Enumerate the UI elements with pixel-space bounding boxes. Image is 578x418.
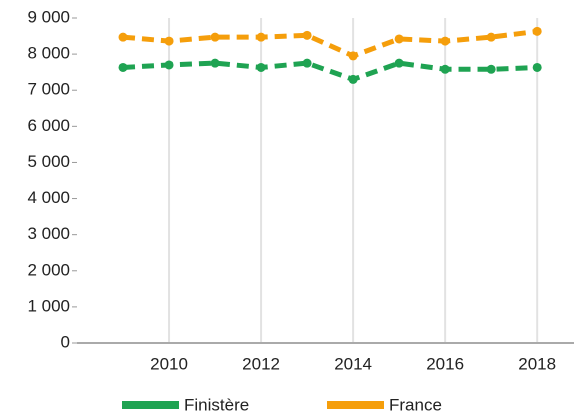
y-tick-label: 8 000: [27, 44, 70, 63]
series-line: [122, 28, 538, 59]
y-tick-label: 3 000: [27, 224, 70, 243]
y-tick-label: 9 000: [27, 7, 70, 26]
x-tick-label: 2010: [150, 354, 188, 373]
point: [256, 62, 266, 72]
legend-label: France: [389, 395, 442, 414]
point: [394, 58, 404, 68]
point: [302, 30, 312, 40]
point: [532, 26, 542, 36]
x-tick-label: 2012: [242, 354, 280, 373]
point: [348, 74, 358, 84]
x-tick-label: 2014: [334, 354, 372, 373]
y-tick-label: 2 000: [27, 260, 70, 279]
y-tick-label: 5 000: [27, 152, 70, 171]
y-tick-label: 1 000: [27, 296, 70, 315]
y-tick-label: 7 000: [27, 80, 70, 99]
legend-label: Finistère: [184, 395, 249, 414]
x-tick-label: 2016: [426, 354, 464, 373]
legend-swatch: [122, 401, 179, 409]
point: [210, 58, 220, 68]
point: [256, 32, 266, 42]
legend-swatch: [327, 401, 384, 409]
point: [486, 64, 496, 74]
point: [348, 51, 358, 61]
point: [302, 58, 312, 68]
y-tick-label: 6 000: [27, 116, 70, 135]
point: [118, 62, 128, 72]
point: [210, 32, 220, 42]
point: [394, 34, 404, 44]
point: [532, 62, 542, 72]
point: [486, 32, 496, 42]
point: [440, 36, 450, 46]
x-tick-label: 2018: [518, 354, 556, 373]
y-tick-label: 4 000: [27, 188, 70, 207]
point: [440, 64, 450, 74]
point: [118, 32, 128, 42]
series-line: [122, 60, 538, 83]
y-tick-label: 0: [61, 332, 70, 351]
point: [164, 36, 174, 46]
point: [164, 60, 174, 70]
